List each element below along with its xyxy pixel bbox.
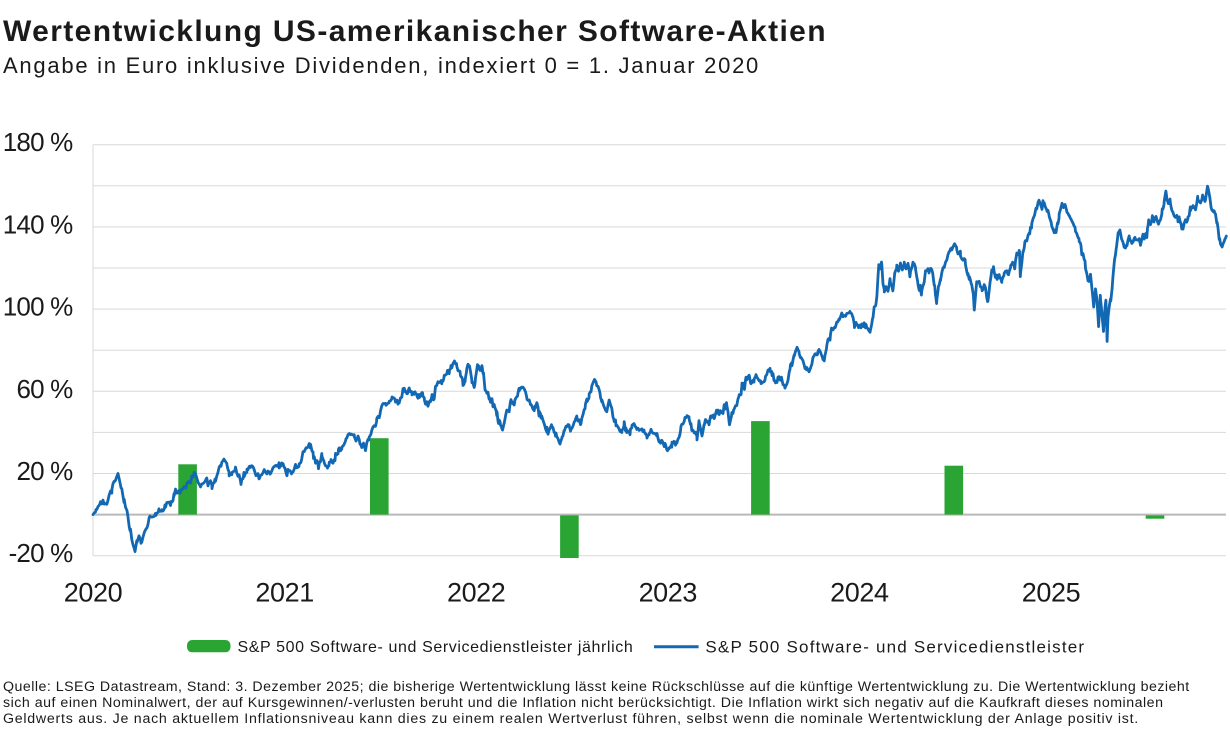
svg-text:100 %: 100 % [3,292,73,322]
svg-text:2020: 2020 [64,578,122,608]
svg-text:60 %: 60 % [16,374,73,404]
svg-text:140 %: 140 % [3,209,73,239]
svg-text:2022: 2022 [447,578,505,608]
svg-text:S&P 500 Software- und Serviced: S&P 500 Software- und Servicedienstleist… [238,639,634,656]
svg-text:-20 %: -20 % [9,538,74,568]
svg-text:2024: 2024 [830,578,889,608]
svg-text:S&P 500 Software- und Serviced: S&P 500 Software- und Servicedienstleist… [705,638,1085,657]
svg-text:180 %: 180 % [3,127,73,157]
svg-text:2025: 2025 [1022,578,1080,608]
svg-text:2023: 2023 [639,578,697,608]
svg-text:20 %: 20 % [16,456,73,486]
svg-text:2021: 2021 [255,578,313,608]
